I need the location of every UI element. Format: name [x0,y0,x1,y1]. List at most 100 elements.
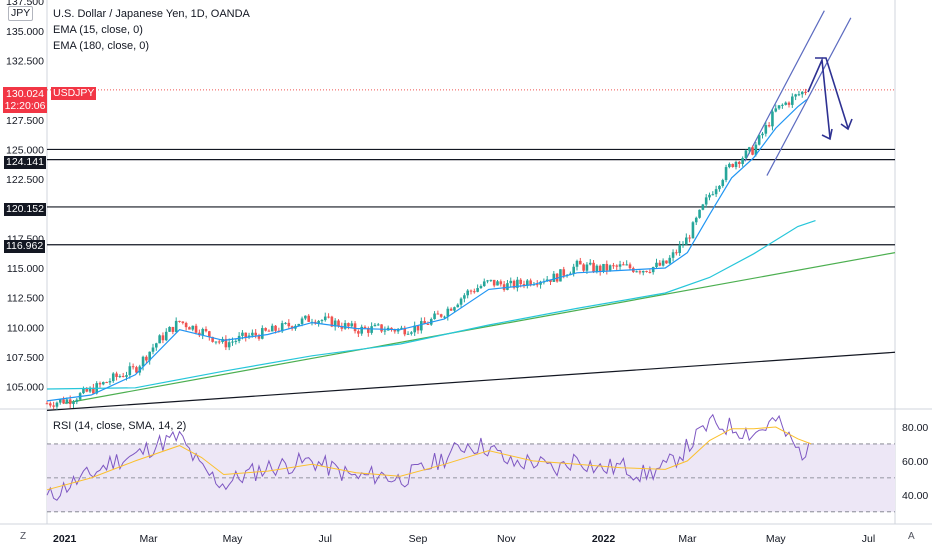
candle-body [317,320,320,324]
candle-body [625,264,628,266]
candle-body [741,158,744,164]
candle-body [708,194,711,198]
time-tick-label-9: Jul [862,533,875,545]
forecast-arrows [807,56,853,141]
candle-body [539,281,542,285]
candle-body [469,290,473,292]
price-tick-label-4: 127.500 [6,115,44,127]
candle-body [234,340,238,342]
candle-body [164,331,168,341]
candle-body [754,144,758,155]
candle-body [254,332,257,336]
ema-slow-line [46,220,816,390]
candle-body [767,125,771,127]
candle-body [125,375,128,377]
candle-body [506,283,509,290]
level-label-1: 124.141 [4,156,46,169]
candle-body [148,351,151,361]
candle-body [499,281,503,285]
price-tick-label-10: 112.500 [7,293,44,305]
candle-body [734,161,738,167]
ema-fast-line [46,99,808,402]
candle-body [413,325,416,333]
time-tick-label-2: May [223,533,244,545]
candle-body [403,327,407,335]
bar-countdown: 12:20:06 [4,100,46,112]
rsi-label[interactable]: RSI (14, close, SMA, 14, 2) [53,420,187,432]
forecast-arrow-1 [807,56,831,139]
candle-body [721,180,725,186]
price-tick-label-6: 122.500 [6,174,44,186]
candle-body [62,399,65,404]
ema-lines [46,99,816,402]
candle-body [350,323,354,327]
candle-body [655,262,658,267]
symbol-title[interactable]: U.S. Dollar / Japanese Yen, 1D, OANDA [53,8,250,20]
candle-body [433,313,436,320]
forecast-arrowhead-1 [821,128,833,141]
candle-body [711,194,715,196]
candle-body [111,373,115,382]
currency-badge[interactable]: JPY [8,6,34,21]
candle-body [287,322,291,327]
price-tick-label-1: 135.000 [6,26,44,38]
candle-body [191,325,195,330]
candle-body [211,336,214,342]
level-label-3: 116.962 [4,240,46,253]
candle-body [602,263,605,272]
ema-fast-label[interactable]: EMA (15, close, 0) [53,24,143,36]
candle-body [747,147,751,151]
candle-body [224,338,228,348]
candle-body [131,366,135,368]
candle-body [168,326,171,332]
candle-body [297,323,301,326]
forecast-arrow-2 [815,57,849,129]
candle-body [459,298,463,305]
candle-body [145,356,148,361]
rsi-tick-2: 40.00 [902,490,928,502]
candle-body [479,286,483,289]
auto-scale-button[interactable]: A [908,531,915,542]
candle-body [194,325,198,333]
candle-body [704,197,708,205]
candle-body [516,279,519,288]
candle-body [370,326,373,333]
time-tick-label-0: 2021 [53,533,77,545]
ema-slow-label[interactable]: EMA (180, close, 0) [53,40,149,52]
candle-body [502,284,506,290]
zoom-button[interactable]: Z [20,531,27,542]
candle-body [446,308,450,317]
candle-body [383,330,387,332]
candle-body [98,383,102,385]
ticker-badge: USDJPY [51,87,97,100]
trendline-1 [46,351,896,411]
time-tick-label-4: Sep [409,533,428,545]
candle-body [320,320,324,322]
candle-body [794,94,797,97]
candle-body [68,399,72,405]
time-axis[interactable]: 2021 Mar May Jul Sep Nov 2022 Mar May Jul [53,533,875,545]
candle-body [688,237,691,239]
price-axis[interactable]: 137.500135.000132.500130.000127.500125.0… [6,0,44,394]
candle-body [327,316,330,318]
candle-body [456,304,460,308]
candle-body [678,244,681,253]
candle-body [436,313,440,315]
candle-body [85,388,89,392]
candle-body [174,320,178,332]
price-tick-label-11: 110.000 [7,322,44,334]
candle-body [728,163,731,168]
candle-body [761,133,764,136]
candle-body [718,185,721,190]
candle-body [49,403,52,406]
candle-body [777,105,781,109]
rsi-tick-1: 60.00 [902,456,928,468]
candle-body [579,260,582,265]
candle-body [714,189,718,195]
candle-body [72,401,75,405]
candle-body [393,329,397,332]
candle-body [82,388,85,394]
candle-body [300,318,304,324]
candle-body [128,366,132,376]
